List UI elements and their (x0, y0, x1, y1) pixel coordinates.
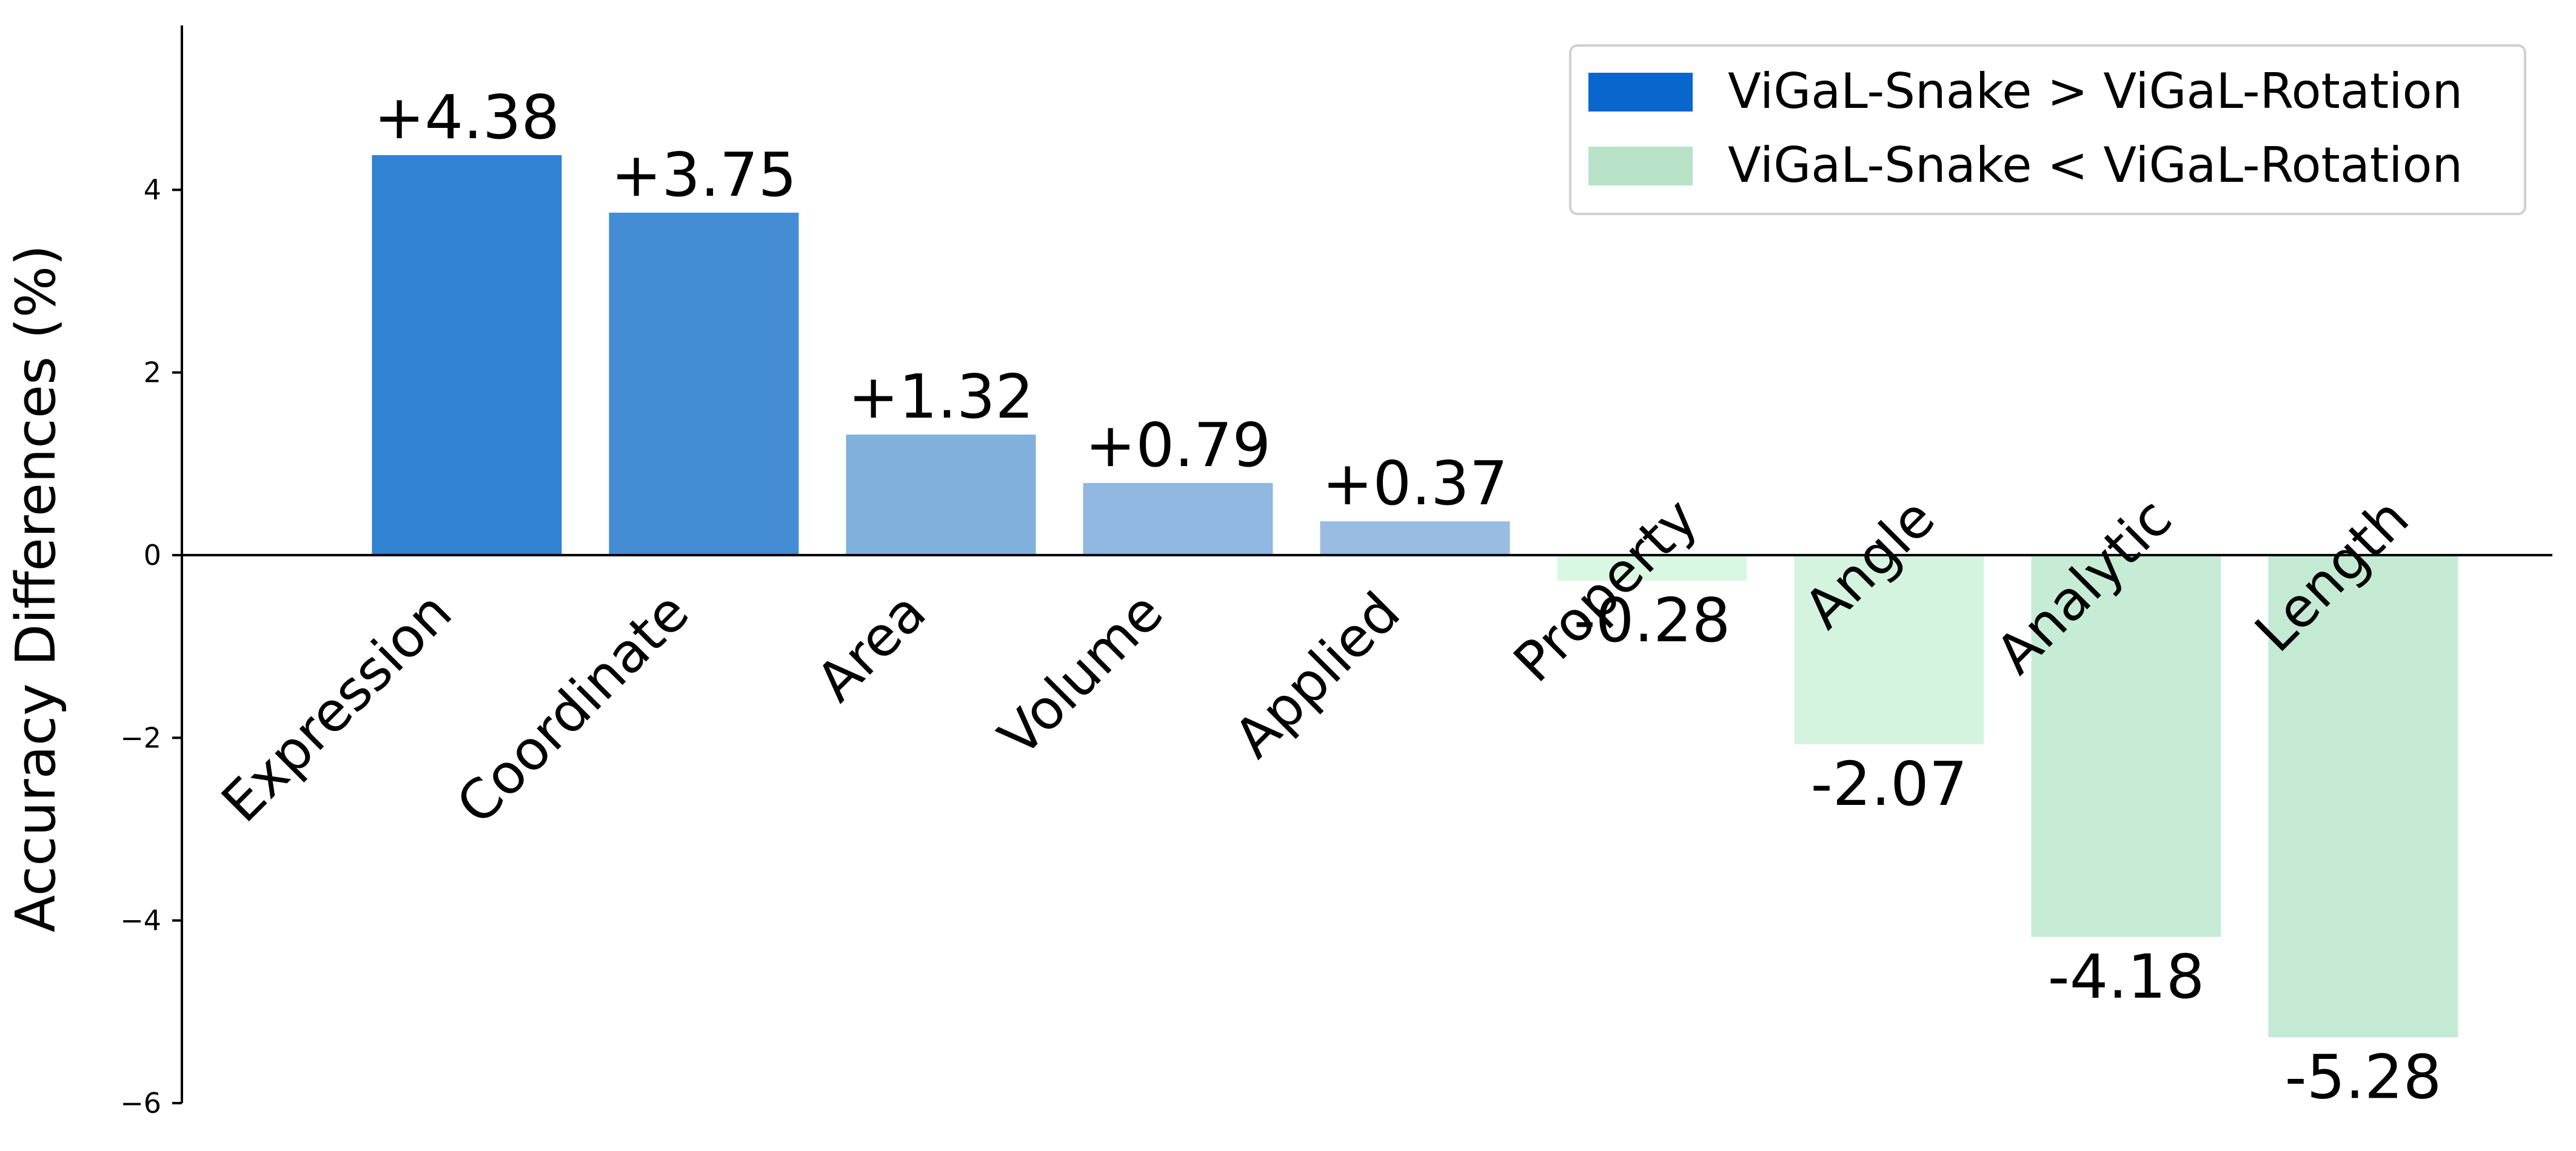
bar (846, 435, 1036, 555)
bar (2268, 555, 2458, 1038)
value-labels-group: +4.38 +3.75 +1.32 +0.79 +0.37 -0.28 -2.07 -4.18… (374, 82, 2442, 1113)
value-label: -0.28 (1574, 585, 1731, 656)
value-label: +0.79 (1085, 410, 1271, 481)
bar (1557, 555, 1747, 581)
legend-swatch (1588, 147, 1693, 185)
y-tick-label: −2 (120, 721, 161, 754)
bar (372, 155, 562, 555)
y-tick-label: −6 (120, 1087, 161, 1119)
bar (609, 212, 799, 555)
value-label: -4.18 (2048, 941, 2205, 1012)
value-label: -5.28 (2285, 1042, 2442, 1113)
value-label: +4.38 (374, 82, 560, 153)
legend: ViGaL-Snake > ViGaL-Rotation ViGaL-Snake … (1569, 44, 2526, 215)
legend-swatch (1588, 73, 1693, 112)
category-label: Expression (210, 580, 464, 835)
category-label: Volume (987, 580, 1176, 769)
bar (1320, 521, 1510, 555)
bars-group (372, 155, 2458, 1038)
category-label: Coordinate (444, 580, 701, 836)
bar (1794, 555, 1984, 744)
y-ticks-group: −6 −4 −2 0 2 4 (120, 173, 182, 1119)
category-label: Applied (1222, 580, 1412, 770)
category-label: Area (805, 580, 938, 714)
legend-box (1569, 44, 2526, 215)
legend-label: ViGaL-Snake > ViGaL-Rotation (1728, 63, 2463, 119)
y-tick-label: 4 (144, 173, 161, 206)
y-tick-label: 0 (144, 539, 161, 572)
y-tick-label: −4 (120, 904, 161, 937)
bar (2031, 555, 2221, 937)
value-label: -2.07 (1811, 749, 1968, 819)
legend-label: ViGaL-Snake < ViGaL-Rotation (1728, 137, 2463, 193)
value-label: +0.37 (1322, 448, 1508, 519)
value-label: +1.32 (848, 361, 1034, 432)
y-tick-label: 2 (144, 356, 161, 389)
value-label: +3.75 (611, 139, 797, 210)
y-axis-title: Accuracy Differences (%) (4, 245, 68, 933)
bar (1083, 482, 1273, 555)
